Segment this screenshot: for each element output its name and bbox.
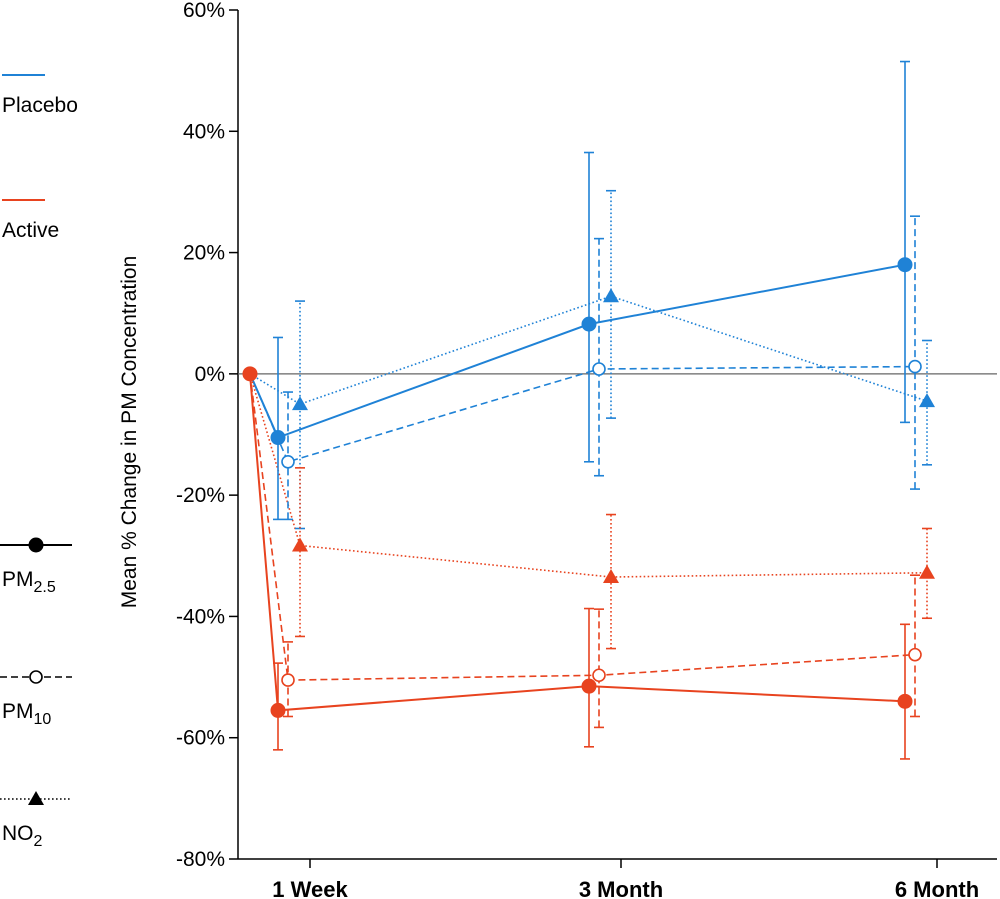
- data-point: [281, 673, 295, 687]
- legend-label-main: PM: [2, 700, 34, 723]
- series-line-placebo-pm25: [249, 263, 906, 439]
- data-point: [908, 359, 922, 374]
- x-tick-label: 3 Month: [579, 877, 663, 899]
- data-point: [592, 362, 606, 376]
- legend-label-subscript: 2: [34, 833, 43, 850]
- plot-area: [242, 60, 935, 760]
- data-point: [897, 693, 913, 709]
- legend-label-no2: NO2: [2, 822, 43, 850]
- legend-marker: [28, 537, 44, 553]
- data-point: [897, 257, 913, 273]
- legend-label-active: Active: [2, 219, 59, 242]
- legend-marker: [28, 791, 44, 805]
- data-point: [292, 396, 308, 411]
- series-line-active-no2: [249, 373, 928, 578]
- data-point: [292, 537, 308, 552]
- data-point: [919, 393, 935, 408]
- y-tick-label: 0%: [195, 363, 225, 386]
- data-point: [270, 702, 286, 718]
- legend-label-placebo: Placebo: [2, 94, 78, 117]
- data-point: [592, 668, 606, 683]
- y-tick-label: -40%: [176, 605, 225, 628]
- series-line-active-pm25: [249, 373, 906, 712]
- y-axis-title: Mean % Change in PM Concentration: [118, 256, 141, 609]
- y-tick-label: -80%: [176, 848, 225, 871]
- data-point: [603, 569, 619, 584]
- series-line-active-pm10: [249, 373, 916, 681]
- data-point: [908, 647, 922, 662]
- legend-label-main: PM: [2, 568, 34, 591]
- y-tick-label: -20%: [176, 484, 225, 507]
- x-tick-label: 6 Month: [895, 877, 979, 899]
- data-point: [919, 564, 935, 579]
- data-point: [581, 678, 597, 694]
- y-tick-label: 40%: [183, 120, 225, 143]
- origin-point: [242, 366, 258, 382]
- data-point: [603, 288, 619, 303]
- legend-label-subscript: 10: [34, 711, 52, 728]
- legend-label-pm10: PM10: [2, 700, 51, 728]
- legend-label-subscript: 2.5: [34, 579, 56, 596]
- y-tick-label: 60%: [183, 0, 225, 22]
- data-point: [270, 430, 286, 446]
- axes: 60% 40% 20% 0% -20% -40% -60% -80% 1 Week 3 Month…: [176, 0, 997, 899]
- series-line-placebo-pm10: [249, 365, 916, 463]
- legend-marker: [29, 670, 43, 684]
- series-line-placebo-no2: [249, 295, 928, 406]
- data-point: [581, 316, 597, 332]
- x-tick-label: 1 Week: [272, 877, 348, 899]
- data-point: [281, 454, 295, 469]
- legend-label-pm25: PM2.5: [2, 568, 56, 596]
- legend-label-main: NO: [2, 822, 34, 845]
- y-tick-label: 20%: [183, 242, 225, 265]
- y-tick-label: -60%: [176, 727, 225, 750]
